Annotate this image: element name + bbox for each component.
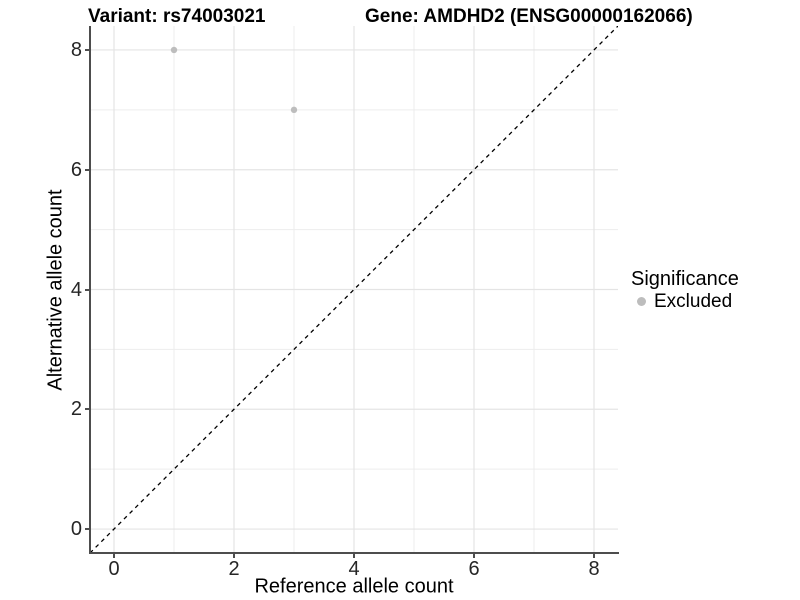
- data-point: [170, 46, 178, 54]
- x-tick-label: 6: [468, 558, 480, 580]
- x-tick-label: 2: [228, 558, 240, 580]
- legend-point-icon: [637, 297, 646, 306]
- x-tick-mark: [473, 554, 475, 558]
- chart-canvas: [90, 26, 618, 553]
- x-tick-label: 4: [348, 558, 360, 580]
- x-axis-title: Reference allele count: [254, 575, 454, 598]
- y-axis-title: Alternative allele count: [44, 189, 67, 391]
- x-tick-mark: [233, 554, 235, 558]
- x-tick-label: 8: [588, 558, 600, 580]
- legend-entries: Excluded: [631, 291, 739, 312]
- plot-title-gene: Gene: AMDHD2 (ENSG00000162066): [365, 6, 693, 27]
- y-tick-label: 6: [70, 158, 82, 181]
- y-axis-line: [89, 26, 91, 554]
- y-tick-mark: [85, 48, 89, 51]
- legend-entry-label: Excluded: [654, 290, 733, 312]
- data-point: [290, 106, 298, 114]
- legend-title: Significance: [631, 268, 739, 290]
- y-tick-mark: [85, 168, 89, 171]
- x-tick-label: 0: [108, 558, 120, 580]
- x-axis-line: [89, 552, 619, 554]
- x-tick-mark: [593, 554, 595, 558]
- y-tick-mark: [85, 528, 89, 531]
- legend: Significance Excluded: [631, 268, 739, 312]
- x-tick-mark: [113, 554, 115, 558]
- plot-panel: [90, 26, 618, 553]
- y-tick-label: 4: [70, 278, 82, 301]
- y-tick-mark: [85, 408, 89, 411]
- plot-title-variant: Variant: rs74003021: [88, 6, 266, 27]
- y-tick-mark: [85, 288, 89, 291]
- y-tick-label: 0: [70, 518, 82, 541]
- x-tick-mark: [353, 554, 355, 558]
- legend-entry: Excluded: [631, 291, 739, 312]
- y-tick-label: 8: [70, 38, 82, 61]
- y-tick-label: 2: [70, 398, 82, 421]
